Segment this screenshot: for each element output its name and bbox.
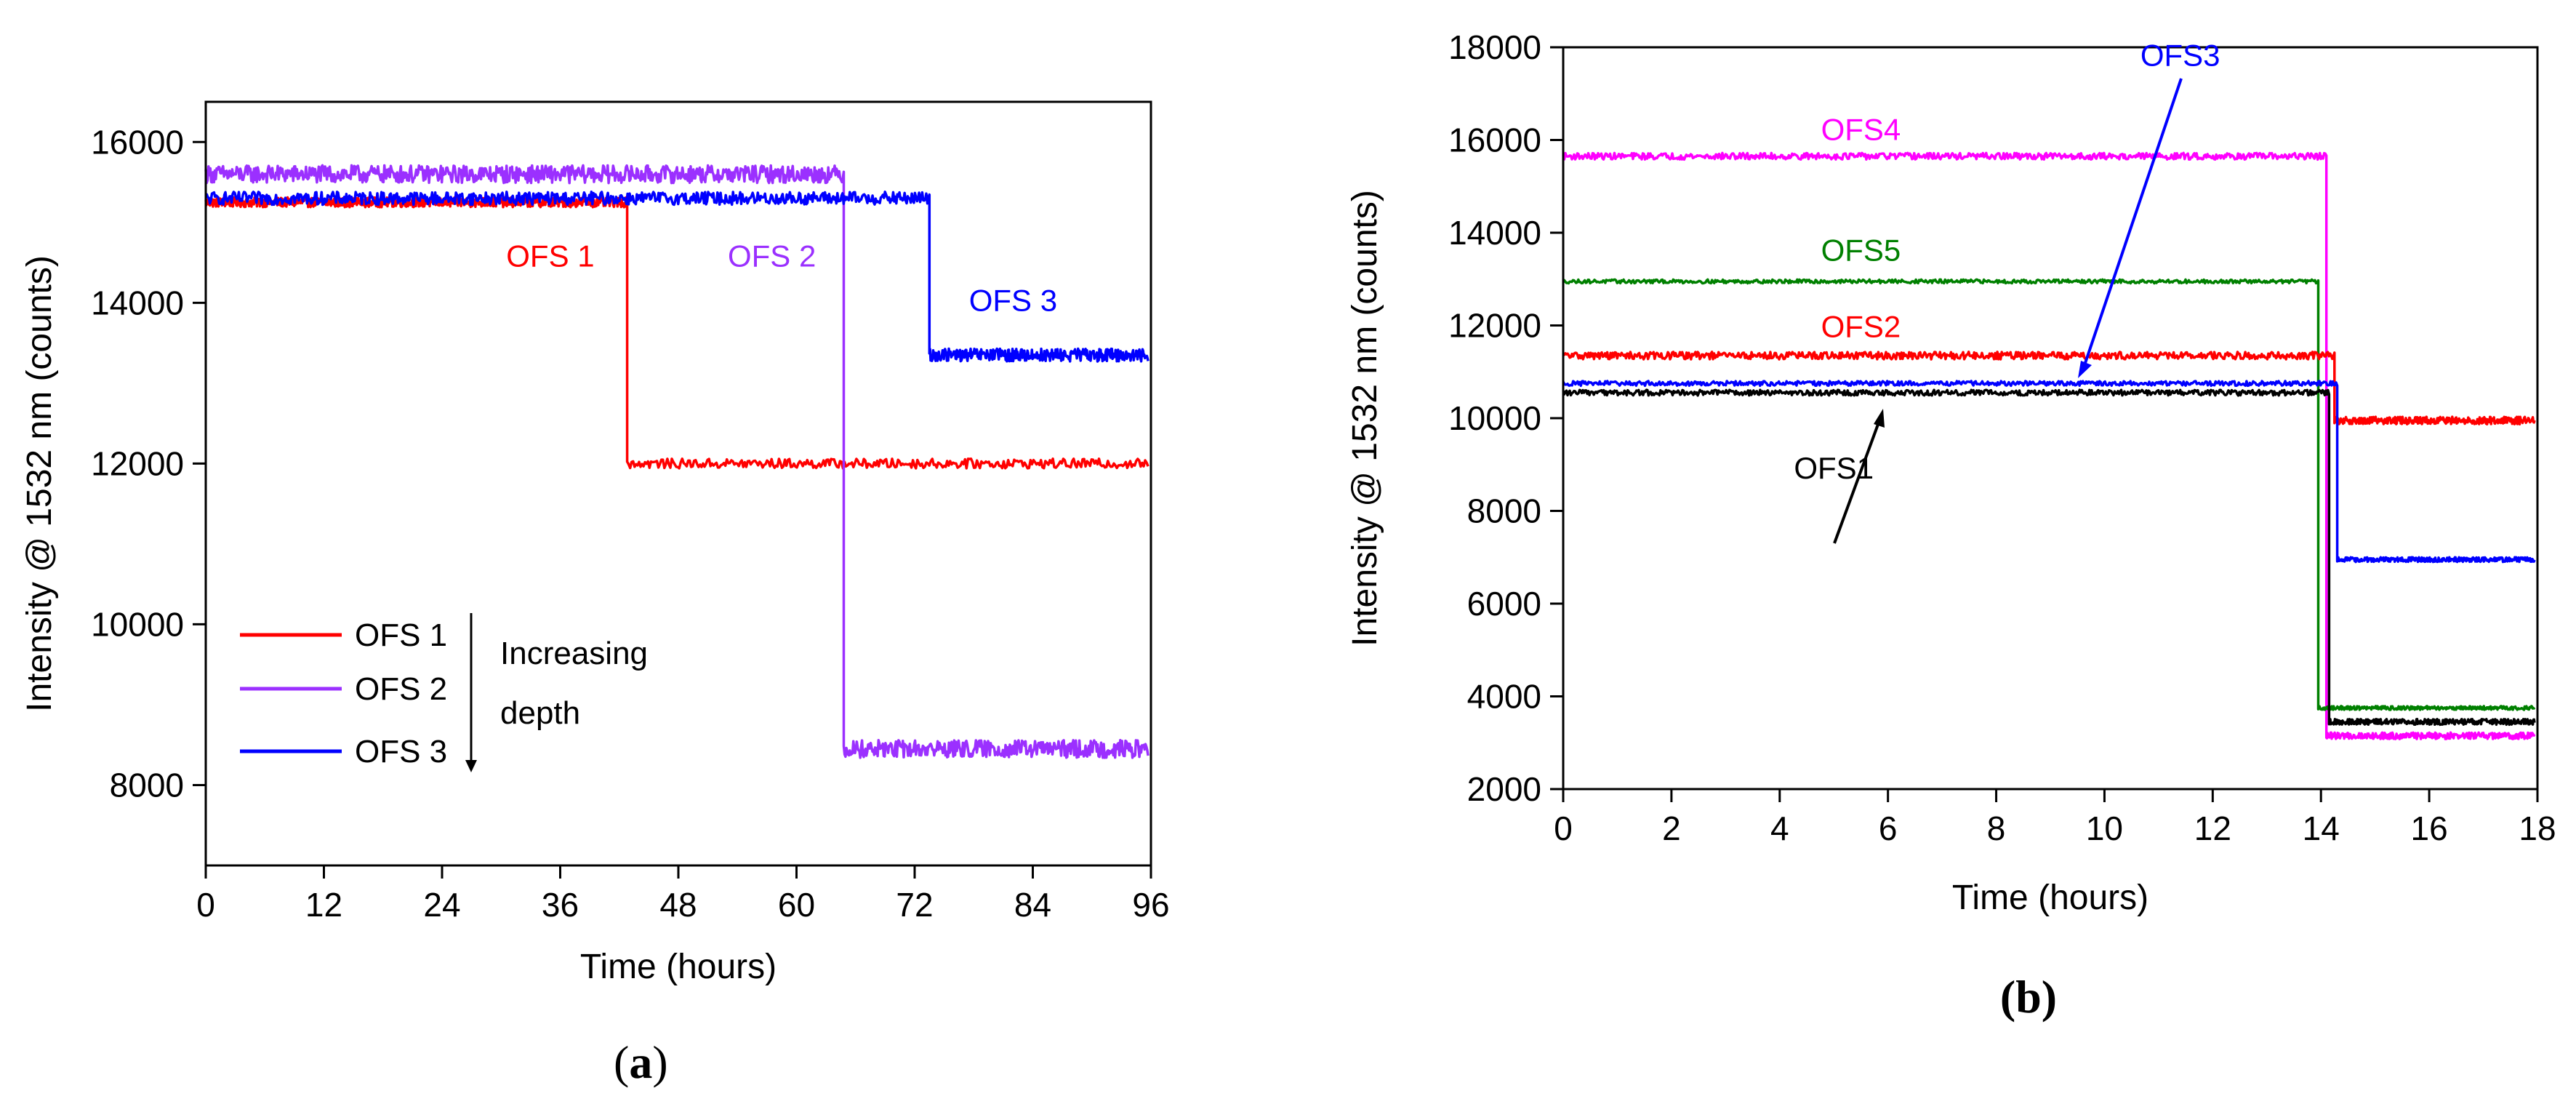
chart-b-x-tick-label: 14 xyxy=(2303,809,2340,847)
chart-a-x-tick-label: 24 xyxy=(423,886,460,924)
legend-label-ofs1: OFS 1 xyxy=(355,617,447,653)
chart-b-y-tick-label: 4000 xyxy=(1467,678,1541,716)
ofs1-callout-arrow-icon xyxy=(1833,420,1881,544)
series-annotation-ofs2: OFS2 xyxy=(1821,309,1901,343)
chart-b-series xyxy=(1562,151,2536,740)
chart-a-panel-label: (a) xyxy=(614,1036,668,1088)
chart-b-annotations: OFS4 OFS5 OFS2 OFS3 OFS1 xyxy=(1794,39,2220,485)
chart-a-y-tick-label: 16000 xyxy=(91,123,184,161)
chart-a-y-tick-label: 12000 xyxy=(91,444,184,482)
chart-a-y-ticks: 8000 10000 12000 14000 16000 xyxy=(91,123,206,804)
chart-b-y-axis-title: Intensity @ 1532 nm (counts) xyxy=(1346,190,1384,647)
chart-a-y-axis-title: Intensity @ 1532 nm (counts) xyxy=(20,255,59,712)
legend-label-ofs3: OFS 3 xyxy=(355,734,447,769)
series-annotation-ofs2: OFS 2 xyxy=(728,239,816,273)
series-annotation-ofs5: OFS5 xyxy=(1821,233,1901,267)
chart-b-x-tick-label: 6 xyxy=(1879,809,1898,847)
chart-a-x-tick-label: 84 xyxy=(1014,886,1051,924)
chart-b-y-tick-label: 16000 xyxy=(1448,121,1541,159)
series-annotation-ofs3: OFS 3 xyxy=(969,283,1057,317)
chart-a-x-tick-label: 12 xyxy=(305,886,342,924)
depth-arrowhead-icon xyxy=(465,760,477,772)
chart-b-y-tick-label: 12000 xyxy=(1448,307,1541,345)
chart-b-y-tick-label: 18000 xyxy=(1448,28,1541,66)
chart-b-x-tick-label: 16 xyxy=(2411,809,2448,847)
legend-annotation-line2: depth xyxy=(500,695,580,731)
chart-a-x-tick-label: 48 xyxy=(659,886,697,924)
series-line-ofs2 xyxy=(1562,351,2536,426)
ofs1-callout-arrowhead-icon xyxy=(1874,409,1885,428)
chart-b-x-tick-label: 18 xyxy=(2519,809,2556,847)
chart-a-annotations: OFS 1 OFS 2 OFS 3 xyxy=(506,239,1057,318)
chart-b-y-ticks: 2000 4000 6000 8000 10000 12000 14000 16000 1800… xyxy=(1448,28,1563,808)
chart-a-x-axis-title: Time (hours) xyxy=(580,948,777,986)
chart-b-y-tick-label: 8000 xyxy=(1467,492,1541,530)
chart-a-y-tick-label: 14000 xyxy=(91,284,184,321)
series-annotation-ofs1: OFS 1 xyxy=(506,239,594,273)
chart-b-x-tick-label: 12 xyxy=(2194,809,2231,847)
chart-b-x-tick-label: 4 xyxy=(1770,809,1789,847)
chart-b-x-tick-label: 10 xyxy=(2086,809,2123,847)
legend-annotation-line1: Increasing xyxy=(500,636,648,671)
chart-panel-b: 0 2 4 6 8 10 12 14 16 18 2000 4000 6000 8000 10000 120… xyxy=(1346,28,2556,1023)
chart-b-y-tick-label: 10000 xyxy=(1448,399,1541,437)
chart-a-x-tick-label: 0 xyxy=(196,886,215,924)
chart-a-panel-letter: a xyxy=(629,1036,652,1088)
chart-b-x-ticks: 0 2 4 6 8 10 12 14 16 18 xyxy=(1554,789,2556,847)
chart-b-x-tick-label: 8 xyxy=(1987,809,2006,847)
chart-b-y-tick-label: 2000 xyxy=(1467,770,1541,808)
chart-a-y-tick-label: 8000 xyxy=(110,766,184,804)
series-annotation-ofs1: OFS1 xyxy=(1794,451,1874,485)
legend-label-ofs2: OFS 2 xyxy=(355,671,447,707)
chart-a-x-tick-label: 96 xyxy=(1132,886,1169,924)
series-line-ofs2 xyxy=(204,164,1149,759)
series-line-ofs5 xyxy=(1562,278,2536,711)
series-annotation-ofs3: OFS3 xyxy=(2140,39,2220,73)
chart-b-x-axis-title: Time (hours) xyxy=(1952,879,2148,917)
series-line-ofs1 xyxy=(204,196,1149,470)
chart-a-series xyxy=(204,164,1149,759)
series-line-ofs1 xyxy=(1562,388,2536,727)
series-line-ofs3 xyxy=(205,191,1149,363)
series-annotation-ofs4: OFS4 xyxy=(1821,113,1901,147)
series-line-ofs3 xyxy=(1562,380,2536,564)
chart-b-x-tick-label: 0 xyxy=(1554,809,1573,847)
chart-b-y-tick-label: 14000 xyxy=(1448,214,1541,252)
chart-a-x-ticks: 0 12 24 36 48 60 72 84 96 xyxy=(196,865,1170,924)
chart-panel-a: 0 12 24 36 48 60 72 84 96 8000 10000 12000 14000 160… xyxy=(20,100,1170,1088)
chart-b-y-tick-label: 6000 xyxy=(1467,585,1541,623)
ofs3-callout-arrow-icon xyxy=(2082,78,2183,368)
chart-b-panel-label: (b) xyxy=(2000,971,2057,1023)
chart-a-x-tick-label: 36 xyxy=(542,886,579,924)
series-line-ofs4 xyxy=(1562,151,2536,740)
chart-b-x-tick-label: 2 xyxy=(1662,809,1681,847)
chart-a-y-tick-label: 10000 xyxy=(91,605,184,643)
chart-a-x-tick-label: 72 xyxy=(896,886,933,924)
ofs3-callout-arrowhead-icon xyxy=(2078,361,2092,378)
chart-a-legend: OFS 1 OFS 2 OFS 3 Increasing depth xyxy=(240,613,648,772)
chart-a-x-tick-label: 60 xyxy=(778,886,815,924)
